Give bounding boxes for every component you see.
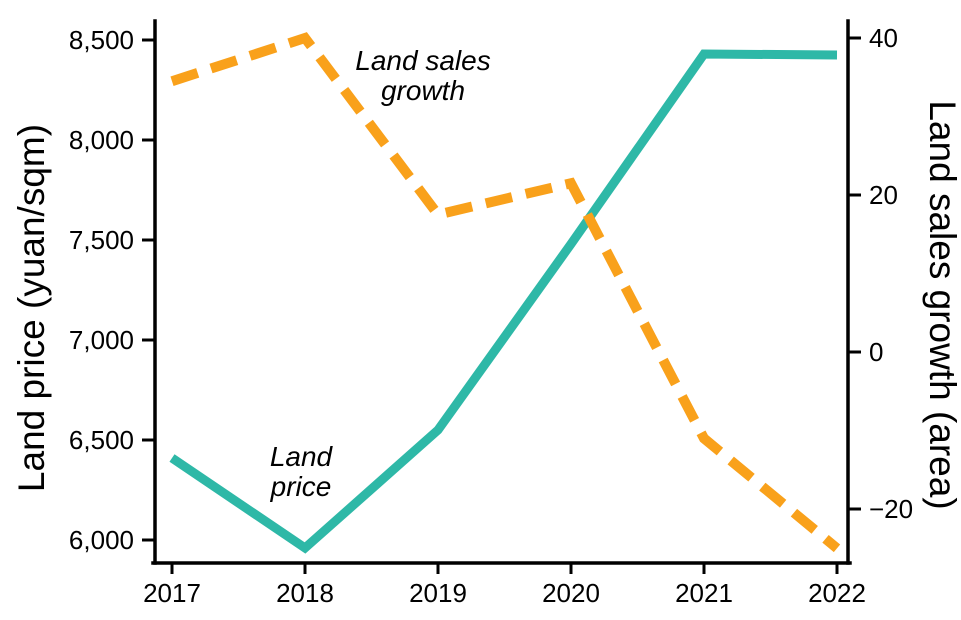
left-axis-tick-label: 6,000 xyxy=(69,525,134,555)
left-axis-tick-label: 8,500 xyxy=(69,25,134,55)
left-axis-tick-label: 8,000 xyxy=(69,125,134,155)
x-axis-tick-label: 2019 xyxy=(409,578,467,608)
x-axis-ticks: 2017 2018 2019 2020 2021 2022 xyxy=(143,563,866,608)
right-axis-ticks: 40 20 0 −20 xyxy=(848,23,913,524)
left-axis-tick-label: 6,500 xyxy=(69,425,134,455)
left-axis-tick-label: 7,000 xyxy=(69,325,134,355)
annotation-land-sales-growth: growth xyxy=(381,75,465,106)
annotation-land-price: Land xyxy=(270,441,334,472)
x-axis-tick-label: 2017 xyxy=(143,578,201,608)
x-axis-tick-label: 2021 xyxy=(675,578,733,608)
right-axis-tick-label: 20 xyxy=(869,180,898,210)
land-sales-growth-line xyxy=(170,32,841,553)
right-axis-tick-label: 0 xyxy=(869,337,883,367)
annotation-land-sales-growth: Land sales xyxy=(355,45,490,76)
left-axis-ticks: 6,000 6,500 7,000 7,500 8,000 8,500 xyxy=(69,25,155,555)
annotation-land-price: price xyxy=(270,471,332,502)
x-axis-tick-label: 2022 xyxy=(808,578,866,608)
right-axis-title: Land sales growth (area) xyxy=(922,100,961,509)
x-axis-tick-label: 2018 xyxy=(276,578,334,608)
right-axis-tick-label: 40 xyxy=(869,23,898,53)
series-lines xyxy=(169,32,841,554)
right-axis-tick-label: −20 xyxy=(869,494,913,524)
x-axis-tick-label: 2020 xyxy=(542,578,600,608)
left-axis-title: Land price (yuan/sqm) xyxy=(11,124,52,492)
left-axis-tick-label: 7,500 xyxy=(69,225,134,255)
land-price-line xyxy=(169,49,838,554)
